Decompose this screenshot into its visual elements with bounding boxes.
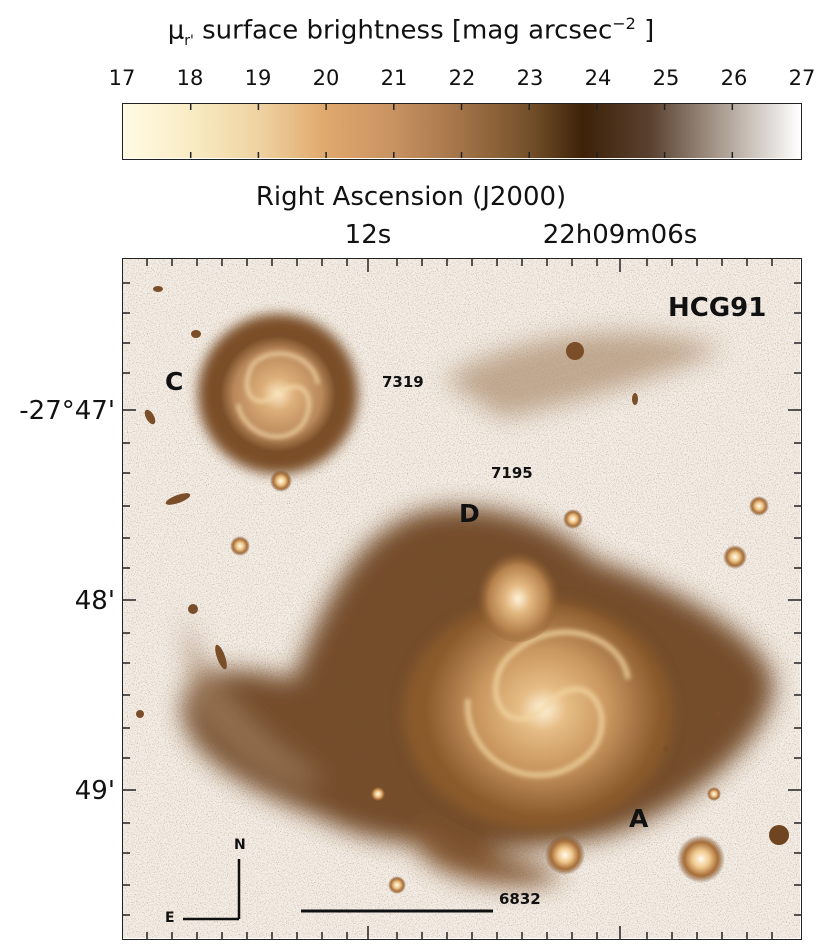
galaxy-c-arms	[236, 351, 320, 439]
colorbar-title: μr' surface brightness [mag arcsec−2 ]	[0, 14, 822, 49]
galaxy-a-arms	[464, 629, 631, 779]
ngc-number-6832: 6832	[499, 890, 541, 908]
group-name-label: HCG91	[668, 293, 767, 323]
dec-tick-label: 48'	[74, 586, 115, 616]
colorbar-gradient	[123, 104, 800, 158]
galaxy-image-panel: HCG91 C D A 7319 7195 6832 N E	[122, 258, 802, 940]
ra-tick-label: 12s	[344, 220, 392, 250]
galaxy-label-c: C	[165, 367, 184, 396]
ngc-number-7195: 7195	[491, 464, 533, 482]
colorbar-title-text: surface brightness [mag arcsec	[193, 15, 613, 46]
galaxy-image	[123, 259, 800, 938]
colorbar-tick-label: 21	[380, 66, 408, 90]
colorbar-tick-label: 20	[312, 66, 340, 90]
galaxy-d	[476, 546, 560, 642]
dec-tick-label: 49'	[74, 776, 115, 806]
colorbar-tick-label: 22	[448, 66, 476, 90]
colorbar-tick-label: 17	[108, 66, 136, 90]
point-sources	[230, 342, 789, 894]
colorbar-title-end: ]	[635, 15, 655, 46]
colorbar-title-subscript: r'	[184, 32, 194, 49]
galaxy-label-a: A	[629, 804, 649, 833]
compass-east-label: E	[165, 910, 175, 926]
colorbar-tick-label: 26	[720, 66, 748, 90]
ngc-number-7319: 7319	[382, 373, 424, 391]
compass-north-label: N	[234, 837, 246, 853]
colorbar-ticks	[189, 104, 734, 158]
colorbar-tick-label: 23	[516, 66, 544, 90]
colorbar-tick-label: 19	[244, 66, 272, 90]
small-galaxies	[136, 286, 721, 752]
panel-ticks	[122, 258, 802, 940]
colorbar-title-symbol: μ	[167, 15, 185, 46]
colorbar-title-superscript: −2	[612, 14, 636, 33]
colorbar-tick-label: 27	[788, 66, 816, 90]
colorbar-tick-label: 18	[176, 66, 204, 90]
dec-tick-label: -27°47'	[19, 396, 115, 426]
compass-arrows	[183, 859, 241, 921]
galaxy-label-d: D	[459, 499, 480, 528]
colorbar-tick-label: 24	[584, 66, 612, 90]
colorbar-tick-label: 25	[652, 66, 680, 90]
colorbar	[122, 103, 802, 160]
ra-axis-title: Right Ascension (J2000)	[255, 182, 567, 212]
ra-tick-label: 22h09m06s	[542, 220, 698, 250]
